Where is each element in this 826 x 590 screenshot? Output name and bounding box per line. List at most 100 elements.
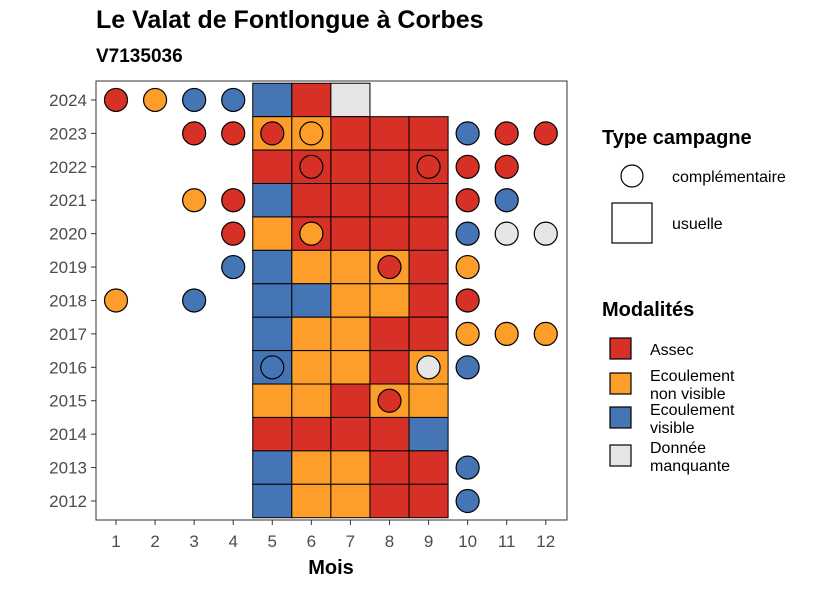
tile-2013-7-ecoulement-non-visible	[330, 450, 371, 485]
legend-label-ecoulement-visible: visible	[650, 420, 695, 437]
x-axis-title: Mois	[308, 557, 354, 579]
point-2019-10-ecoulement-non-visible	[455, 254, 480, 280]
legend-label-ecoulement-non-visible: Ecoulement	[650, 368, 735, 385]
legend-label-assec: Assec	[650, 342, 694, 359]
y-axis: 2012 2013 2014 2015 2016 2017 2018 2019 2020 2021…	[49, 91, 96, 511]
x-axis: 1 2 3 4 5 6 7 8 9 10 11 12	[111, 520, 555, 551]
tile-2016-6-ecoulement-non-visible	[291, 350, 332, 385]
point-2017-12-ecoulement-non-visible	[533, 321, 558, 346]
tile-2024-5-ecoulement-visible	[252, 82, 293, 118]
tile-2012-7-ecoulement-non-visible	[330, 483, 371, 519]
x-tick-label: 6	[307, 532, 316, 551]
tile-2020-9-assec	[408, 216, 449, 251]
point-2022-9-assec	[416, 154, 441, 179]
legend-type-campagne: Type campagne complémentaire usuelle	[602, 127, 786, 244]
tile-2012-6-ecoulement-non-visible	[291, 483, 332, 519]
legend-swatch-ecoulement-non-visible	[609, 372, 632, 395]
tile-2015-5-ecoulement-non-visible	[252, 383, 293, 418]
tile-2016-8-assec	[369, 350, 410, 385]
tile-2012-9-assec	[408, 483, 449, 519]
tile-2023-7-assec	[330, 116, 371, 151]
y-tick-label: 2012	[49, 492, 87, 511]
tile-2014-5-assec	[252, 416, 293, 452]
y-tick-label: 2020	[49, 225, 87, 244]
tile-2024-6-assec	[291, 82, 332, 118]
legend-square-swatch	[611, 202, 653, 244]
y-tick-label: 2013	[49, 459, 87, 478]
y-tick-label: 2015	[49, 392, 87, 411]
tile-2017-5-ecoulement-visible	[252, 316, 293, 352]
tile-2022-8-assec	[369, 149, 410, 185]
tile-2015-7-assec	[330, 383, 371, 418]
point-2023-3-assec	[182, 121, 207, 146]
point-2021-10-assec	[455, 188, 480, 213]
y-tick-label: 2022	[49, 158, 87, 177]
tile-2023-8-assec	[369, 116, 410, 151]
point-2022-10-assec	[455, 154, 480, 179]
x-tick-label: 7	[346, 532, 355, 551]
x-tick-label: 1	[111, 532, 120, 551]
x-tick-label: 10	[458, 532, 477, 551]
tile-2012-5-ecoulement-visible	[252, 483, 293, 519]
legend-label-ecoulement-visible: Ecoulement	[650, 402, 735, 419]
point-2023-5-assec	[260, 121, 285, 146]
legend-circle-swatch	[620, 164, 644, 188]
point-2021-11-ecoulement-visible	[494, 188, 519, 213]
tile-2018-6-ecoulement-visible	[291, 283, 332, 318]
point-2020-4-assec	[221, 221, 246, 246]
legend-label-donnee-manquante: manquante	[650, 458, 730, 475]
tile-2020-5-ecoulement-non-visible	[252, 216, 293, 251]
usuelle-tiles	[252, 82, 449, 519]
point-2023-12-assec	[533, 121, 558, 146]
y-tick-label: 2016	[49, 358, 87, 377]
x-tick-label: 11	[498, 532, 516, 551]
legend-label-ecoulement-non-visible: non visible	[650, 386, 726, 403]
point-2019-8-assec	[377, 254, 402, 280]
tile-2016-7-ecoulement-non-visible	[330, 350, 371, 385]
point-2016-10-ecoulement-visible	[455, 355, 480, 380]
y-tick-label: 2023	[49, 124, 87, 143]
point-2018-3-ecoulement-visible	[182, 288, 207, 313]
point-2022-6-assec	[299, 154, 324, 179]
legend-swatch-donnee-manquante	[609, 444, 632, 467]
point-2021-4-assec	[221, 188, 246, 213]
tile-2013-6-ecoulement-non-visible	[291, 450, 332, 485]
x-tick-label: 3	[189, 532, 198, 551]
y-tick-label: 2019	[49, 258, 87, 277]
tile-2014-7-assec	[330, 416, 371, 452]
tile-2020-7-assec	[330, 216, 371, 251]
point-2023-10-ecoulement-visible	[455, 121, 480, 146]
tile-2022-5-assec	[252, 149, 293, 185]
x-tick-label: 5	[268, 532, 277, 551]
point-2020-10-ecoulement-visible	[455, 221, 480, 246]
tile-2015-6-ecoulement-non-visible	[291, 383, 332, 418]
tile-2019-7-ecoulement-non-visible	[330, 249, 371, 285]
point-2018-1-ecoulement-non-visible	[103, 288, 129, 313]
tile-2021-8-assec	[369, 183, 410, 218]
point-2020-6-ecoulement-non-visible	[299, 221, 324, 246]
legend-square-label: usuelle	[672, 216, 723, 233]
x-tick-label: 12	[536, 532, 555, 551]
point-2024-1-assec	[103, 87, 129, 113]
tile-2018-8-ecoulement-non-visible	[369, 283, 410, 318]
legend-swatch-ecoulement-visible	[609, 406, 632, 429]
tile-2019-9-assec	[408, 249, 449, 285]
point-2017-11-ecoulement-non-visible	[494, 321, 519, 346]
point-2024-3-ecoulement-visible	[182, 87, 207, 113]
tile-2017-7-ecoulement-non-visible	[330, 316, 371, 352]
tile-2014-6-assec	[291, 416, 332, 452]
point-2012-10-ecoulement-visible	[455, 488, 480, 514]
legend-shape-title: Type campagne	[602, 127, 752, 149]
tile-2018-7-ecoulement-non-visible	[330, 283, 371, 318]
y-tick-label: 2014	[49, 425, 87, 444]
tile-2021-9-assec	[408, 183, 449, 218]
tile-2014-8-assec	[369, 416, 410, 452]
y-tick-label: 2017	[49, 325, 87, 344]
y-tick-label: 2018	[49, 291, 87, 310]
point-2024-4-ecoulement-visible	[221, 87, 246, 113]
point-2023-4-assec	[221, 121, 246, 146]
x-tick-label: 8	[385, 532, 394, 551]
tile-2017-9-assec	[408, 316, 449, 352]
